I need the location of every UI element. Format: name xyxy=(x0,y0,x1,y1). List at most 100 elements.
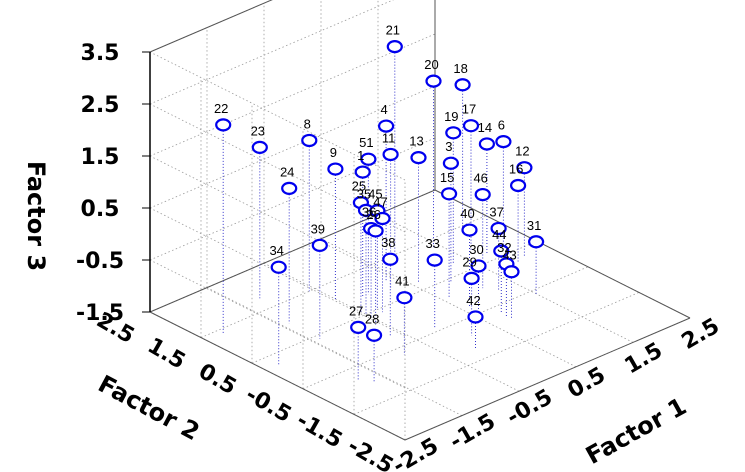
z-tick-label: 1.5 xyxy=(81,145,120,170)
point-label: 46 xyxy=(473,171,487,186)
data-point xyxy=(470,259,487,273)
point-label: 41 xyxy=(395,274,409,289)
point-label: 45 xyxy=(368,187,382,202)
data-point xyxy=(426,253,443,267)
point-label: 8 xyxy=(304,116,311,131)
z-tick-label: -0.5 xyxy=(76,249,124,274)
data-point xyxy=(509,178,527,193)
data-point xyxy=(490,221,507,236)
grid-line xyxy=(302,266,589,390)
point-label: 3 xyxy=(445,139,452,154)
grid-line xyxy=(353,292,640,415)
data-point xyxy=(441,187,458,201)
data-point xyxy=(493,244,510,258)
point-label: 33 xyxy=(425,236,439,251)
data-point xyxy=(386,40,403,54)
point-label: 27 xyxy=(349,303,363,318)
z-tick-label: 2.5 xyxy=(81,93,120,118)
point-label: 36 xyxy=(362,205,376,220)
x-tick-label: -1.5 xyxy=(446,409,500,455)
point-label: 47 xyxy=(373,194,387,209)
data-point xyxy=(410,151,427,165)
point-label: 18 xyxy=(453,61,467,76)
data-point xyxy=(215,118,232,132)
data-point xyxy=(378,119,395,133)
point-label: 26 xyxy=(366,207,380,222)
data-point xyxy=(382,147,399,162)
point-label: 34 xyxy=(269,243,283,258)
data-point xyxy=(425,74,442,88)
y-tick-label: 0.5 xyxy=(194,359,240,400)
point-label: 9 xyxy=(330,145,337,160)
data-point xyxy=(445,126,462,140)
data-point xyxy=(382,252,399,266)
point-label: 25 xyxy=(352,179,366,194)
point-label: 38 xyxy=(381,235,395,250)
grid-line xyxy=(263,262,520,392)
z-tick-label: 3.5 xyxy=(81,41,120,66)
frame-edge xyxy=(149,311,406,441)
point-label: 12 xyxy=(515,144,529,159)
frame-edge xyxy=(434,189,691,319)
data-point xyxy=(396,291,413,305)
point-label: 21 xyxy=(386,23,400,38)
point-label: 32 xyxy=(497,240,511,255)
data-point xyxy=(463,271,480,285)
point-label: 28 xyxy=(365,311,379,326)
point-label: 30 xyxy=(469,242,483,257)
data-point xyxy=(354,165,371,179)
frame-edge xyxy=(149,189,436,313)
point-label: 16 xyxy=(509,162,523,177)
point-label: 17 xyxy=(462,102,476,117)
data-point xyxy=(251,140,268,154)
data-point xyxy=(527,235,545,249)
point-label: 4 xyxy=(380,102,387,117)
point-label: 40 xyxy=(460,206,474,221)
data-point xyxy=(442,156,459,170)
point-label: 6 xyxy=(498,118,505,133)
point-label: 22 xyxy=(214,101,228,116)
point-label: 14 xyxy=(478,120,492,135)
data-point xyxy=(462,119,480,133)
frame-edge xyxy=(404,317,691,441)
point-label: 35 xyxy=(357,186,371,201)
point-label: 37 xyxy=(489,204,503,219)
point-label: 13 xyxy=(409,134,423,149)
point-label: 20 xyxy=(424,57,438,72)
data-point xyxy=(478,137,495,151)
data-point xyxy=(495,135,512,149)
data-point xyxy=(327,162,344,176)
z-tick-label: 0.5 xyxy=(81,197,120,222)
y-tick-label: -1.5 xyxy=(292,408,346,454)
data-point xyxy=(467,310,484,324)
point-label: 44 xyxy=(492,227,506,242)
data-point xyxy=(374,211,391,226)
data-point xyxy=(516,161,533,175)
point-label: 43 xyxy=(502,248,516,263)
point-label: 1 xyxy=(357,148,364,163)
data-point xyxy=(281,181,298,195)
data-point xyxy=(367,224,384,238)
point-label: 15 xyxy=(440,170,454,185)
z-tick-label: -1.5 xyxy=(76,301,124,326)
point-label: 11 xyxy=(382,130,396,145)
point-label: 31 xyxy=(527,218,541,233)
point-label: 23 xyxy=(251,123,265,138)
data-point xyxy=(461,223,478,237)
point-label: 39 xyxy=(311,221,325,236)
data-point xyxy=(366,328,383,342)
y-tick-label: -0.5 xyxy=(241,382,295,428)
frame-edge xyxy=(149,0,273,53)
data-point xyxy=(454,78,471,92)
data-point xyxy=(360,152,377,166)
data-point xyxy=(301,133,318,148)
point-label: 24 xyxy=(280,164,294,179)
data-point xyxy=(474,187,491,202)
data-point xyxy=(270,260,287,274)
y-axis-title: Factor 2 xyxy=(94,370,205,446)
point-label: 51 xyxy=(359,135,373,150)
point-label: 42 xyxy=(466,293,480,308)
x-axis-title: Factor 1 xyxy=(581,392,691,470)
